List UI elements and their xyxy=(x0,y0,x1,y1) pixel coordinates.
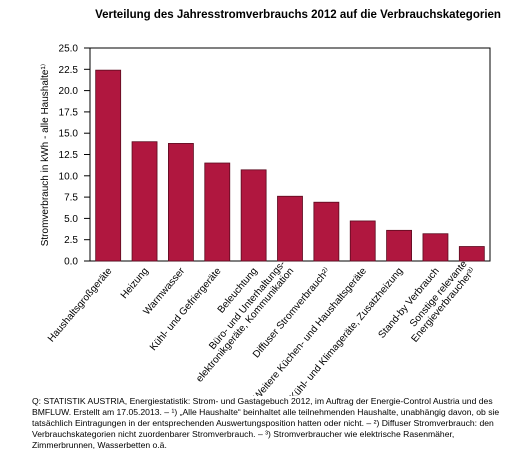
bar xyxy=(458,246,485,262)
y-tick-label: 7.5 xyxy=(64,193,78,204)
y-tick-label: 12.5 xyxy=(59,150,79,161)
y-tick-label: 22.5 xyxy=(59,65,79,76)
bar xyxy=(204,162,231,262)
bar xyxy=(95,69,122,262)
bar xyxy=(240,169,267,262)
y-tick-label: 25.0 xyxy=(59,44,79,55)
bar xyxy=(168,143,194,262)
x-tick-label: Heizung xyxy=(119,266,151,301)
bar xyxy=(313,201,340,262)
bar xyxy=(349,220,376,262)
bar xyxy=(277,195,303,262)
chart: Verteilung des Jahresstromverbrauchs 201… xyxy=(40,9,501,396)
y-tick-label: 2.5 xyxy=(64,235,78,246)
y-tick-label: 20.0 xyxy=(59,86,79,97)
bar xyxy=(131,141,158,262)
y-axis-label: Stromverbrauch in kWh - alle Haushalte¹⁾ xyxy=(40,64,51,247)
source-note: Q: STATISTIK AUSTRIA, Energiestatistik: … xyxy=(32,396,500,450)
x-tick-label: Haushaltsgroßgeräte xyxy=(46,266,115,345)
y-tick-label: 10.0 xyxy=(59,171,79,182)
y-tick-label: 5.0 xyxy=(64,214,78,225)
chart-title: Verteilung des Jahresstromverbrauchs 201… xyxy=(95,9,501,21)
bar xyxy=(386,229,412,262)
bar xyxy=(422,233,449,262)
y-tick-label: 17.5 xyxy=(59,107,79,118)
y-tick-label: 15.0 xyxy=(59,129,79,140)
y-tick-label: 0.0 xyxy=(64,257,78,268)
